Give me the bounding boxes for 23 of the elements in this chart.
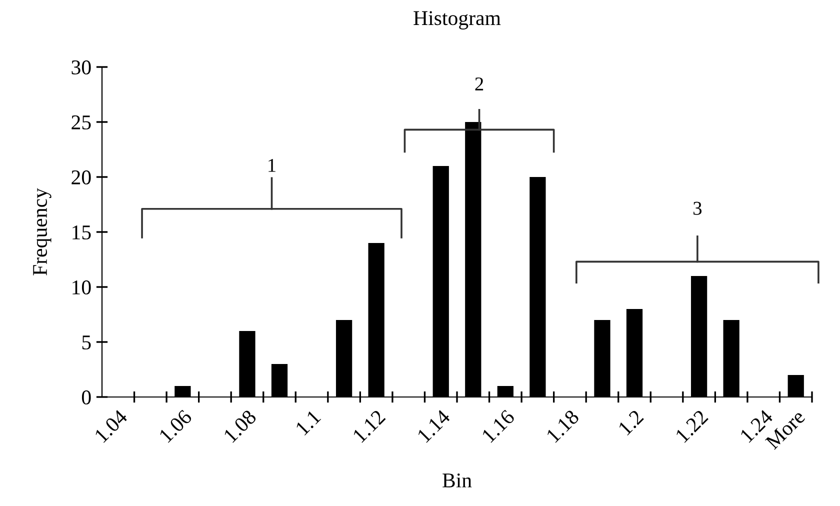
y-tick-label: 30 — [72, 60, 91, 74]
x-tick-label: 1.08 — [223, 409, 258, 444]
annotation: 3 — [694, 202, 702, 215]
y-tick-label: 15 — [72, 225, 91, 240]
x-tick-label: 1.12 — [352, 409, 386, 444]
x-tick-label: 1.2 — [618, 409, 644, 436]
annotation: 1 — [268, 158, 276, 172]
y-tick-label: 5 — [82, 336, 91, 350]
y-axis-title: Frequency — [33, 188, 52, 276]
x-tick-label: 1.16 — [481, 409, 516, 444]
y-tick-label: 25 — [72, 115, 91, 130]
x-tick-label: 1.04 — [94, 408, 128, 444]
x-tick-label: 1.06 — [158, 408, 193, 444]
y-tick-label: 20 — [72, 170, 91, 184]
x-tick-label: 1.18 — [546, 409, 580, 444]
x-tick-label: 1.1 — [295, 409, 322, 436]
y-tick-label: 10 — [72, 280, 91, 294]
x-axis-title: Bin — [442, 473, 472, 488]
x-tick-label: 1.22 — [675, 409, 709, 444]
y-tick-label: 0 — [82, 390, 91, 404]
chart-title: Histogram — [414, 11, 501, 30]
x-tick-label: 1.14 — [416, 408, 452, 444]
annotation: 2 — [475, 78, 484, 90]
